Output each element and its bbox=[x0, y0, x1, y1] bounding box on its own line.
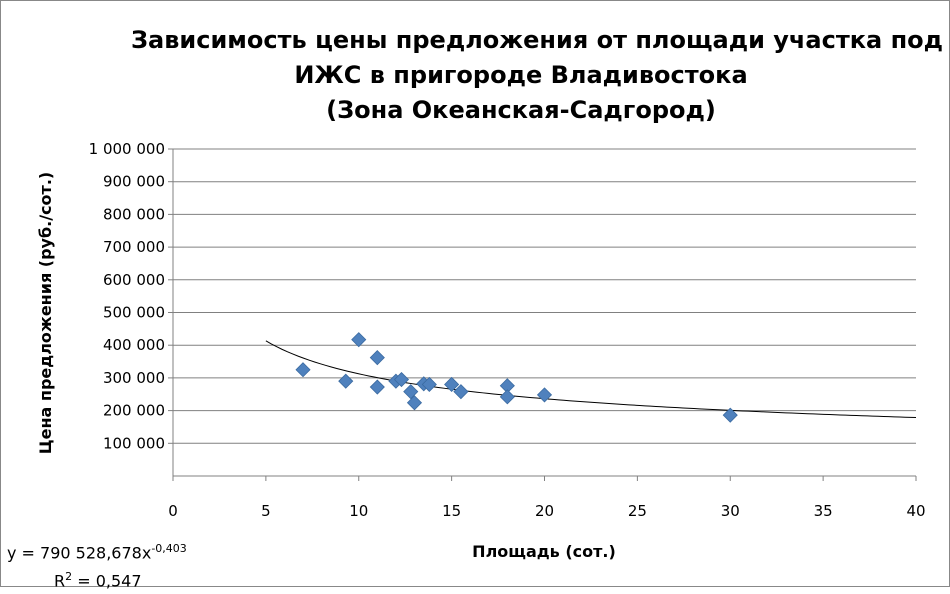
data-point bbox=[295, 362, 311, 378]
data-point bbox=[369, 350, 385, 366]
x-tick-label: 40 bbox=[906, 502, 925, 520]
data-point bbox=[369, 379, 385, 395]
chart-title-line-1: Зависимость цены предложения от площади … bbox=[131, 26, 944, 54]
y-tick-label: 300 000 bbox=[103, 369, 165, 387]
y-tick-label: 500 000 bbox=[103, 304, 165, 322]
y-tick-label: 200 000 bbox=[103, 402, 165, 420]
axes bbox=[168, 148, 917, 481]
trendline bbox=[265, 340, 917, 419]
x-tick-label: 35 bbox=[814, 502, 833, 520]
x-tick-label: 0 bbox=[168, 502, 178, 520]
r-squared-label: R bbox=[54, 571, 66, 591]
data-point bbox=[351, 332, 367, 348]
y-tick-label: 900 000 bbox=[103, 173, 165, 191]
y-tick-label: 1 000 000 bbox=[89, 140, 165, 158]
tick-labels: 100 000 200 000 300 000 400 000 500 000 600 0… bbox=[89, 140, 926, 520]
equation-text: y = 790 528,678x bbox=[7, 543, 152, 563]
data-point bbox=[499, 389, 515, 405]
r-squared-value: = 0,547 bbox=[72, 571, 142, 591]
y-tick-label: 100 000 bbox=[103, 434, 165, 452]
y-tick-label: 800 000 bbox=[103, 205, 165, 223]
chart-title-line-2: ИЖС в пригороде Владивостока bbox=[294, 61, 748, 89]
x-tick-label: 5 bbox=[261, 502, 271, 520]
data-point bbox=[444, 376, 460, 393]
trendline-group bbox=[265, 340, 917, 419]
trendline-equation: y = 790 528,678x-0,403 R2 = 0,547 bbox=[7, 537, 187, 594]
x-tick-label: 15 bbox=[442, 502, 461, 520]
r-squared-sup: 2 bbox=[65, 570, 73, 584]
data-point bbox=[393, 371, 410, 388]
chart-title: Зависимость цены предложения от площади … bbox=[131, 23, 944, 128]
gridlines bbox=[173, 148, 916, 444]
y-tick-label: 700 000 bbox=[103, 238, 165, 256]
equation-line: y = 790 528,678x-0,403 bbox=[7, 537, 187, 565]
x-tick-label: 25 bbox=[628, 502, 647, 520]
data-point bbox=[338, 373, 354, 389]
chart-title-line-3: (Зона Океанская-Садгород) bbox=[326, 96, 716, 124]
data-point bbox=[722, 407, 738, 423]
data-point bbox=[453, 384, 469, 400]
data-point bbox=[421, 376, 437, 393]
data-point bbox=[406, 395, 423, 411]
x-tick-label: 20 bbox=[535, 502, 554, 520]
equation-exponent: -0,403 bbox=[151, 542, 187, 555]
data-points bbox=[295, 332, 738, 423]
x-tick-label: 30 bbox=[721, 502, 740, 520]
r-squared: R2 = 0,547 bbox=[54, 565, 187, 593]
y-tick-label: 400 000 bbox=[103, 336, 165, 354]
x-axis-label: Площадь (сот.) bbox=[472, 542, 616, 561]
data-point bbox=[403, 384, 419, 400]
data-point bbox=[536, 387, 553, 403]
y-tick-label: 600 000 bbox=[103, 271, 165, 289]
y-axis-label: Цена предложения (руб./сот.) bbox=[36, 172, 55, 454]
x-tick-label: 10 bbox=[349, 502, 368, 520]
